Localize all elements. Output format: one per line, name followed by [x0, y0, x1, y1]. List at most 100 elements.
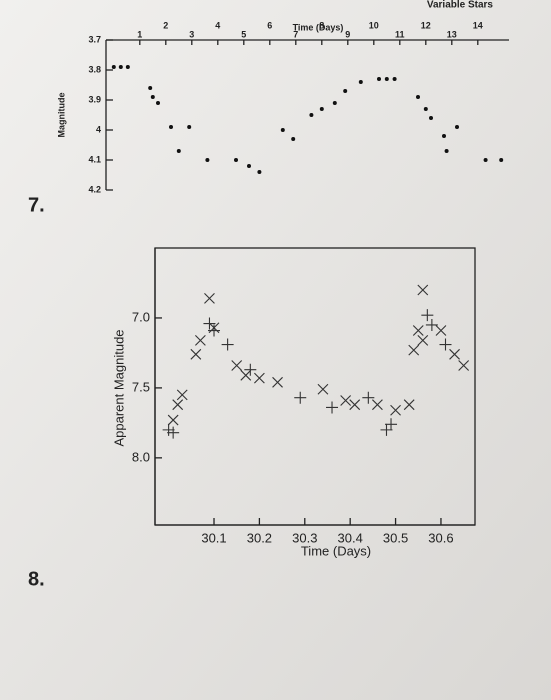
data-point: [167, 414, 179, 426]
data-point: [455, 125, 459, 129]
data-point: [204, 292, 215, 304]
data-point: [483, 158, 488, 162]
data-point: [272, 376, 283, 388]
x-tick-label: 30.4: [338, 530, 363, 545]
data-point: [118, 65, 123, 69]
data-point: [390, 404, 401, 416]
data-point: [309, 113, 314, 117]
x-tick-label: 30.6: [428, 530, 453, 545]
data-point: [231, 360, 243, 371]
data-point: [221, 338, 234, 351]
x-tick-label: 5: [241, 29, 246, 39]
x-tick-label: 2: [163, 20, 168, 30]
y-tick-label: 3.7: [88, 34, 101, 44]
data-point: [317, 383, 329, 395]
data-point: [169, 125, 173, 129]
data-point: [176, 389, 188, 401]
data-point: [332, 101, 337, 105]
data-point: [326, 401, 339, 414]
data-point: [372, 399, 383, 411]
data-point: [499, 158, 504, 162]
x-tick-label: 9: [345, 29, 350, 39]
y-tick-label: 3.8: [88, 64, 101, 74]
problem-number: 8.: [28, 568, 45, 590]
x-tick-label: 1: [137, 29, 142, 39]
data-point: [403, 399, 415, 411]
data-point: [148, 86, 153, 90]
x-tick-label: 30.5: [383, 530, 408, 545]
data-point: [449, 348, 460, 360]
x-tick-label: 10: [369, 20, 379, 30]
data-point: [442, 134, 446, 138]
data-point: [244, 363, 257, 376]
data-point: [425, 318, 438, 331]
data-point: [240, 369, 252, 381]
data-point: [421, 309, 434, 322]
data-point: [435, 325, 447, 336]
data-point: [167, 426, 180, 439]
data-point: [187, 125, 192, 129]
data-point: [392, 77, 397, 81]
y-tick-label: 4.1: [88, 154, 101, 164]
x-tick-label: 6: [267, 20, 272, 30]
data-point: [417, 284, 429, 296]
data-point: [234, 158, 238, 162]
x-tick-label: 30.1: [201, 530, 226, 545]
data-point: [190, 348, 202, 360]
data-point: [208, 324, 221, 337]
problem-number: 7.: [28, 194, 45, 216]
data-point: [429, 116, 433, 120]
data-point: [340, 395, 352, 406]
x-tick-label: 11: [395, 29, 405, 39]
data-point: [291, 137, 296, 141]
x-tick-label: 7: [293, 29, 298, 39]
data-point: [172, 399, 184, 411]
y-tick-label: 4.2: [88, 184, 101, 194]
data-point: [384, 77, 389, 81]
data-point: [150, 95, 155, 99]
data-point: [294, 391, 307, 404]
data-point: [408, 344, 420, 356]
data-point: [280, 128, 285, 132]
data-point: [377, 77, 381, 81]
data-point: [319, 107, 324, 111]
data-point: [417, 334, 429, 346]
data-point: [156, 101, 160, 105]
x-tick-label: 30.3: [292, 530, 317, 545]
y-tick-label: 7.5: [132, 379, 150, 394]
y-tick-label: 3.9: [88, 94, 101, 104]
x-tick-label: 14: [473, 20, 483, 30]
data-point: [416, 95, 420, 99]
data-point: [205, 158, 210, 162]
y-tick-label: 4: [96, 124, 101, 134]
data-point: [343, 89, 348, 93]
data-point: [247, 164, 251, 168]
data-point: [349, 399, 361, 411]
y-tick-label: 7.0: [132, 309, 150, 324]
data-point: [257, 170, 262, 174]
x-tick-label: 13: [447, 29, 457, 39]
x-axis-label: Time (Days): [301, 543, 371, 558]
data-point: [254, 372, 265, 384]
data-point: [195, 334, 206, 346]
data-point: [423, 107, 428, 111]
data-point: [412, 325, 424, 336]
x-tick-label: 4: [215, 20, 220, 30]
data-point: [125, 65, 130, 69]
data-point: [111, 65, 116, 69]
data-point: [439, 338, 452, 351]
data-point: [358, 80, 363, 84]
x-tick-label: 30.2: [247, 530, 272, 545]
chart-title: Variable Stars: [427, 0, 494, 11]
data-point: [380, 423, 393, 436]
data-point: [458, 360, 470, 371]
y-axis-label: Magnitude: [56, 93, 66, 138]
x-tick-label: 8: [319, 20, 324, 30]
data-point: [444, 149, 449, 153]
y-axis-label: Apparent Magnitude: [111, 329, 126, 446]
x-tick-label: 12: [421, 20, 431, 30]
data-point: [176, 149, 181, 153]
